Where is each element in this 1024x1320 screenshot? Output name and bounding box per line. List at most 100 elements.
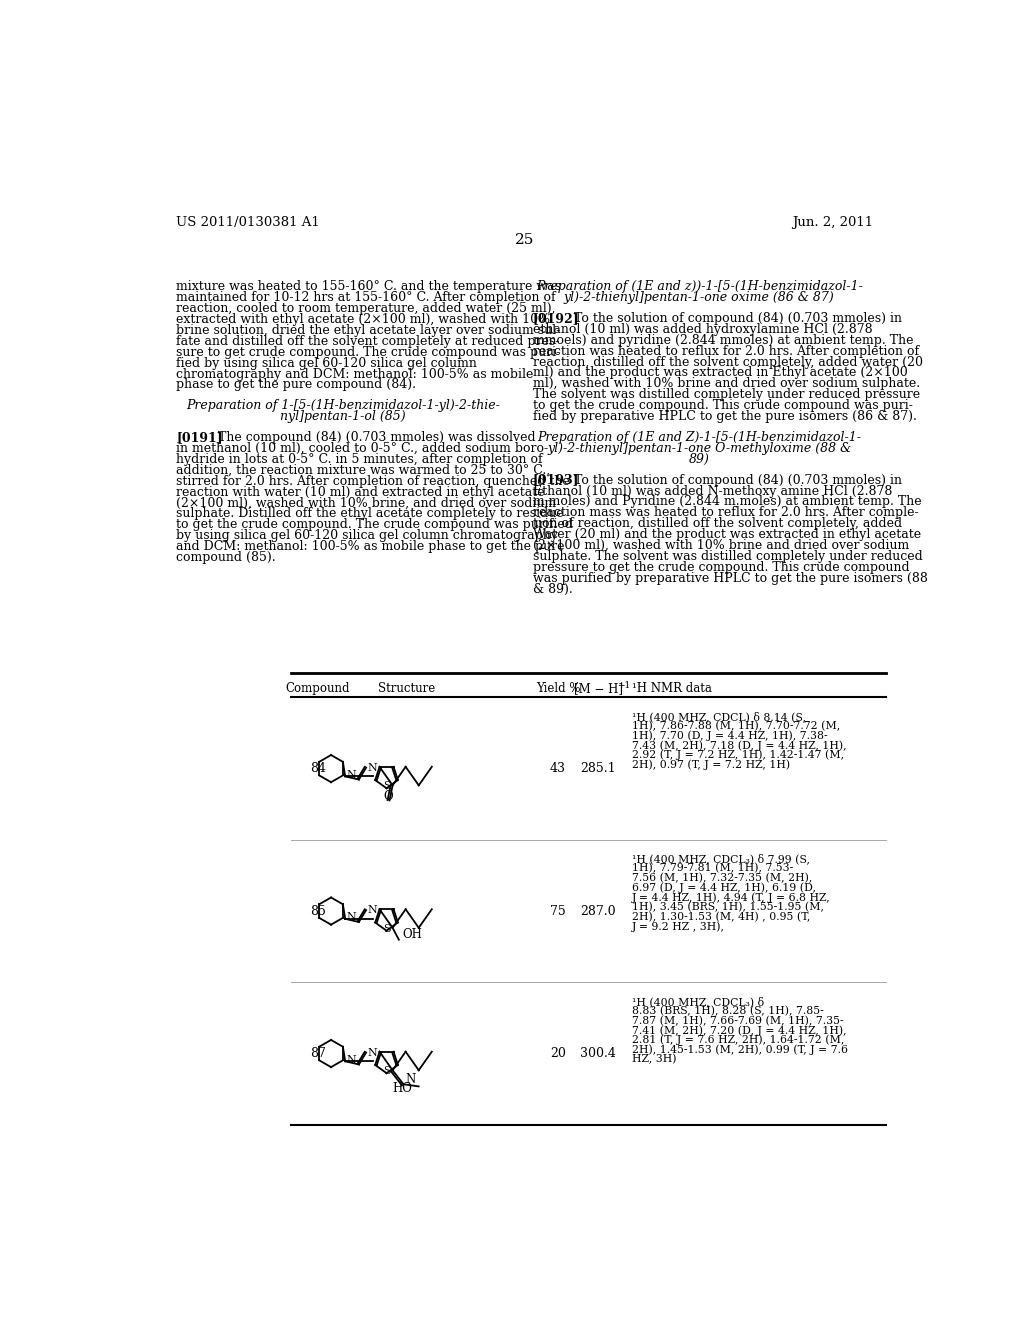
Text: The solvent was distilled completely under reduced pressure: The solvent was distilled completely und… (532, 388, 920, 401)
Text: 1H), 7.70 (D, J = 4.4 HZ, 1H), 7.38-: 1H), 7.70 (D, J = 4.4 HZ, 1H), 7.38- (632, 730, 827, 741)
Text: O: O (383, 789, 393, 803)
Text: OH: OH (402, 928, 423, 941)
Text: 300.4: 300.4 (581, 1047, 616, 1060)
Text: chromatography and DCM: methanol: 100-5% as mobile: chromatography and DCM: methanol: 100-5%… (176, 367, 534, 380)
Text: sure to get crude compound. The crude compound was puri-: sure to get crude compound. The crude co… (176, 346, 560, 359)
Text: [0191]: [0191] (176, 430, 222, 444)
Text: 2.92 (T, J = 7.2 HZ, 1H), 1.42-1.47 (M,: 2.92 (T, J = 7.2 HZ, 1H), 1.42-1.47 (M, (632, 750, 844, 760)
Text: reaction, distilled off the solvent completely, added water (20: reaction, distilled off the solvent comp… (532, 355, 923, 368)
Text: brine solution, dried the ethyl acetate layer over sodium sul-: brine solution, dried the ethyl acetate … (176, 323, 560, 337)
Text: yl)-2-thienyl]pentan-1-one O-methyloxime (88 &: yl)-2-thienyl]pentan-1-one O-methyloxime… (547, 442, 851, 455)
Text: ¹H NMR data: ¹H NMR data (632, 681, 712, 694)
Text: 85: 85 (310, 904, 326, 917)
Text: (2×100 ml), washed with 10% brine and dried over sodium: (2×100 ml), washed with 10% brine and dr… (532, 539, 909, 552)
Text: sulphate. The solvent was distilled completely under reduced: sulphate. The solvent was distilled comp… (532, 550, 923, 564)
Text: Structure: Structure (379, 681, 435, 694)
Text: to get the crude compound. This crude compound was puri-: to get the crude compound. This crude co… (532, 399, 912, 412)
Text: N: N (347, 770, 356, 780)
Text: HZ, 3H): HZ, 3H) (632, 1053, 676, 1064)
Text: fate and distilled off the solvent completely at reduced pres-: fate and distilled off the solvent compl… (176, 335, 559, 347)
Text: pressure to get the crude compound. This crude compound: pressure to get the crude compound. This… (532, 561, 909, 574)
Text: N: N (347, 912, 356, 923)
Text: 7.56 (M, 1H), 7.32-7.35 (M, 2H),: 7.56 (M, 1H), 7.32-7.35 (M, 2H), (632, 873, 812, 883)
Text: 1H), 7.86-7.88 (M, 1H), 7.70-7.72 (M,: 1H), 7.86-7.88 (M, 1H), 7.70-7.72 (M, (632, 721, 840, 731)
Text: 7.87 (M, 1H), 7.66-7.69 (M, 1H), 7.35-: 7.87 (M, 1H), 7.66-7.69 (M, 1H), 7.35- (632, 1015, 844, 1026)
Text: Preparation of (1E and z))-1-[5-(1H-benzimidazol-1-: Preparation of (1E and z))-1-[5-(1H-benz… (536, 280, 862, 293)
Text: hydride in lots at 0-5° C. in 5 minutes, after completion of: hydride in lots at 0-5° C. in 5 minutes,… (176, 453, 543, 466)
Text: to get the crude compound. The crude compound was purified: to get the crude compound. The crude com… (176, 519, 572, 532)
Text: maintained for 10-12 hrs at 155-160° C. After completion of: maintained for 10-12 hrs at 155-160° C. … (176, 290, 556, 304)
Text: extracted with ethyl acetate (2×100 ml), washed with 10%: extracted with ethyl acetate (2×100 ml),… (176, 313, 550, 326)
Text: 8.83 (BRS, 1H), 8.28 (S, 1H), 7.85-: 8.83 (BRS, 1H), 8.28 (S, 1H), 7.85- (632, 1006, 823, 1016)
Text: fied by preparative HPLC to get the pure isomers (86 & 87).: fied by preparative HPLC to get the pure… (532, 411, 916, 424)
Text: m.moles) and Pyridine (2.844 m.moles) at ambient temp. The: m.moles) and Pyridine (2.844 m.moles) at… (532, 495, 922, 508)
Text: Water (20 ml) and the product was extracted in ethyl acetate: Water (20 ml) and the product was extrac… (532, 528, 921, 541)
Text: J = 9.2 HZ , 3H),: J = 9.2 HZ , 3H), (632, 921, 725, 932)
Text: compound (85).: compound (85). (176, 552, 275, 564)
Text: ¹H (400 MHZ, CDCL₃) δ 7.99 (S,: ¹H (400 MHZ, CDCL₃) δ 7.99 (S, (632, 854, 810, 865)
Text: 25: 25 (515, 232, 535, 247)
Text: N: N (368, 1048, 378, 1057)
Text: HO: HO (392, 1082, 413, 1096)
Text: 285.1: 285.1 (581, 762, 616, 775)
Text: Ethanol (10 ml) was added N-methoxy amine HCl (2.878: Ethanol (10 ml) was added N-methoxy amin… (532, 484, 892, 498)
Text: ¹H (400 MHZ, CDCL) δ 8.14 (S,: ¹H (400 MHZ, CDCL) δ 8.14 (S, (632, 711, 806, 722)
Text: 43: 43 (550, 762, 566, 775)
Text: ¹H (400 MHZ, CDCL₃) δ: ¹H (400 MHZ, CDCL₃) δ (632, 997, 764, 1007)
Text: Preparation of 1-[5-(1H-benzimidazol-1-yl)-2-thie-: Preparation of 1-[5-(1H-benzimidazol-1-y… (185, 399, 500, 412)
Text: [0193]: [0193] (532, 474, 579, 487)
Text: reaction with water (10 ml) and extracted in ethyl acetate: reaction with water (10 ml) and extracte… (176, 486, 545, 499)
Text: (2×100 ml), washed with 10% brine, and dried over sodium: (2×100 ml), washed with 10% brine, and d… (176, 496, 556, 510)
Text: reaction mass was heated to reflux for 2.0 hrs. After comple-: reaction mass was heated to reflux for 2… (532, 507, 919, 519)
Text: The compound (84) (0.703 mmoles) was dissolved: The compound (84) (0.703 mmoles) was dis… (202, 430, 536, 444)
Text: was purified by preparative HPLC to get the pure isomers (88: was purified by preparative HPLC to get … (532, 572, 928, 585)
Text: sulphate. Distilled off the ethyl acetate completely to residue: sulphate. Distilled off the ethyl acetat… (176, 507, 563, 520)
Text: Jun. 2, 2011: Jun. 2, 2011 (793, 216, 873, 230)
Text: and DCM: methanol: 100-5% as mobile phase to get the pure: and DCM: methanol: 100-5% as mobile phas… (176, 540, 564, 553)
Text: S: S (383, 1067, 390, 1076)
Text: phase to get the pure compound (84).: phase to get the pure compound (84). (176, 379, 416, 392)
Text: yl)-2-thienyl]pentan-1-one oxime (86 & 87): yl)-2-thienyl]pentan-1-one oxime (86 & 8… (564, 290, 835, 304)
Text: by using silica gel 60-120 silica gel column chromatography: by using silica gel 60-120 silica gel co… (176, 529, 558, 543)
Text: 2H), 1.45-1.53 (M, 2H), 0.99 (T, J = 7.6: 2H), 1.45-1.53 (M, 2H), 0.99 (T, J = 7.6 (632, 1044, 848, 1055)
Text: 287.0: 287.0 (581, 904, 616, 917)
Text: 2H), 0.97 (T, J = 7.2 HZ, 1H): 2H), 0.97 (T, J = 7.2 HZ, 1H) (632, 759, 790, 770)
Text: 84: 84 (310, 762, 326, 775)
Text: 89): 89) (689, 453, 710, 466)
Text: 1H), 7.79-7.81 (M, 1H), 7.53-: 1H), 7.79-7.81 (M, 1H), 7.53- (632, 863, 793, 874)
Text: To the solution of compound (84) (0.703 mmoles) in: To the solution of compound (84) (0.703 … (558, 312, 902, 325)
Text: US 2011/0130381 A1: US 2011/0130381 A1 (176, 216, 319, 230)
Text: 7.41 (M, 2H), 7.20 (D, J = 4.4 HZ, 1H),: 7.41 (M, 2H), 7.20 (D, J = 4.4 HZ, 1H), (632, 1026, 847, 1036)
Text: ml) and the product was extracted in Ethyl acetate (2×100: ml) and the product was extracted in Eth… (532, 367, 907, 379)
Text: mmoels) and pyridine (2.844 mmoles) at ambient temp. The: mmoels) and pyridine (2.844 mmoles) at a… (532, 334, 913, 347)
Text: fied by using silica gel 60-120 silica gel column: fied by using silica gel 60-120 silica g… (176, 356, 477, 370)
Text: in methanol (10 ml), cooled to 0-5° C., added sodium boro-: in methanol (10 ml), cooled to 0-5° C., … (176, 442, 548, 455)
Text: Yield %: Yield % (536, 681, 581, 694)
Text: 7.43 (M, 2H), 7.18 (D, J = 4.4 HZ, 1H),: 7.43 (M, 2H), 7.18 (D, J = 4.4 HZ, 1H), (632, 741, 847, 751)
Text: N: N (347, 1055, 356, 1065)
Text: 2H), 1.30-1.53 (M, 4H) , 0.95 (T,: 2H), 1.30-1.53 (M, 4H) , 0.95 (T, (632, 911, 810, 921)
Text: +1: +1 (617, 681, 631, 689)
Text: 6.97 (D, J = 4.4 HZ, 1H), 6.19 (D,: 6.97 (D, J = 4.4 HZ, 1H), 6.19 (D, (632, 883, 816, 894)
Text: N: N (368, 763, 378, 772)
Text: addition, the reaction mixture was warmed to 25 to 30° C.,: addition, the reaction mixture was warme… (176, 463, 550, 477)
Text: N: N (368, 906, 378, 915)
Text: stirred for 2.0 hrs. After completion of reaction, quenched the: stirred for 2.0 hrs. After completion of… (176, 475, 569, 487)
Text: 2.81 (T, J = 7.6 HZ, 2H), 1.64-1.72 (M,: 2.81 (T, J = 7.6 HZ, 2H), 1.64-1.72 (M, (632, 1035, 844, 1045)
Text: S: S (383, 924, 390, 933)
Text: reaction was heated to reflux for 2.0 hrs. After completion of: reaction was heated to reflux for 2.0 hr… (532, 345, 919, 358)
Text: N: N (406, 1073, 416, 1086)
Text: ethanol (10 ml) was added hydroxylamine HCl (2.878: ethanol (10 ml) was added hydroxylamine … (532, 322, 872, 335)
Text: 1H), 3.45 (BRS, 1H), 1.55-1.95 (M,: 1H), 3.45 (BRS, 1H), 1.55-1.95 (M, (632, 902, 823, 912)
Text: Compound: Compound (286, 681, 350, 694)
Text: tion of reaction, distilled off the solvent completely, added: tion of reaction, distilled off the solv… (532, 517, 902, 531)
Text: 87: 87 (310, 1047, 326, 1060)
Text: To the solution of compound (84) (0.703 mmoles) in: To the solution of compound (84) (0.703 … (558, 474, 902, 487)
Text: J = 4.4 HZ, 1H), 4.94 (T, J = 6.8 HZ,: J = 4.4 HZ, 1H), 4.94 (T, J = 6.8 HZ, (632, 892, 830, 903)
Text: 75: 75 (550, 904, 566, 917)
Text: S: S (383, 781, 390, 791)
Text: 20: 20 (550, 1047, 566, 1060)
Text: Preparation of (1E and Z)-1-[5-(1H-benzimidazol-1-: Preparation of (1E and Z)-1-[5-(1H-benzi… (538, 430, 861, 444)
Text: nyl]pentan-1-ol (85): nyl]pentan-1-ol (85) (280, 411, 406, 424)
Text: ml), washed with 10% brine and dried over sodium sulphate.: ml), washed with 10% brine and dried ove… (532, 378, 920, 391)
